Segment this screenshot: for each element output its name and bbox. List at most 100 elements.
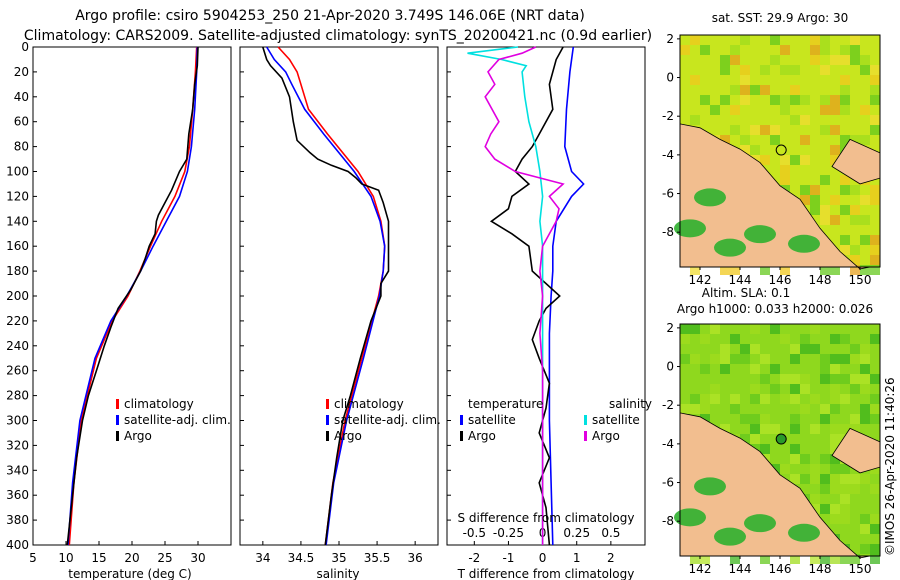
sla-map-panel: Altim. SLA: 0.1 Argo h1000: 0.033 h2000:… (662, 286, 881, 576)
map-cell (810, 324, 820, 334)
map-cell (730, 554, 740, 564)
map-cell (790, 354, 800, 364)
map-cell (720, 265, 730, 275)
map-cell (750, 414, 760, 424)
map-cell (780, 65, 790, 75)
map-cell (860, 105, 870, 115)
map-cell (850, 255, 860, 265)
map-cell (690, 394, 700, 404)
map-x-tick-label: 150 (849, 562, 872, 576)
x-tick-label: 30 (190, 551, 205, 565)
map-cell (850, 245, 860, 255)
legend-argo: Argo (124, 429, 152, 443)
map-cell (760, 65, 770, 75)
map-cell (750, 434, 760, 444)
map-cell (720, 65, 730, 75)
map-cell (850, 265, 860, 275)
salinity-xlabel: salinity (316, 567, 359, 580)
map-cell (740, 414, 750, 424)
map-cell (780, 374, 790, 384)
map-cell (830, 464, 840, 474)
map-cell (870, 185, 880, 195)
map-cell (760, 85, 770, 95)
map-cell (820, 474, 830, 484)
map-cell (870, 265, 880, 275)
map-cell (850, 205, 860, 215)
map-cell (700, 394, 710, 404)
temperature-xlabel: temperature (deg C) (68, 567, 191, 580)
y-tick-label: 60 (14, 115, 29, 129)
map-land-patch (694, 477, 726, 496)
x-tick-label: 34 (255, 551, 270, 565)
x-tick-label: -1 (502, 551, 514, 565)
map-cell (860, 215, 870, 225)
map-cell (750, 424, 760, 434)
map-cell (820, 484, 830, 494)
map-cell (840, 504, 850, 514)
map-cell (850, 474, 860, 484)
map-cell (830, 334, 840, 344)
map-land-patch (714, 527, 746, 546)
map-cell (760, 414, 770, 424)
map-x-tick-label: 142 (689, 273, 712, 287)
map-cell (870, 245, 880, 255)
map-cell (800, 334, 810, 344)
map-cell (690, 324, 700, 334)
map-cell (750, 364, 760, 374)
map-cell (860, 364, 870, 374)
map-land-patch (674, 219, 706, 238)
map-cell (850, 344, 860, 354)
map-cell (790, 374, 800, 384)
map-cell (830, 454, 840, 464)
map-cell (830, 474, 840, 484)
map-cell (740, 35, 750, 45)
legend-climatology: climatology (334, 397, 404, 411)
map-cell (820, 105, 830, 115)
map-cell (850, 35, 860, 45)
map-cell (710, 384, 720, 394)
legend-swatch-s-satellite (584, 415, 587, 425)
x-tick-label: 2 (607, 551, 615, 565)
map-cell (740, 75, 750, 85)
temperature-axes-frame (32, 46, 232, 546)
legend-swatch-climatology (326, 399, 329, 409)
map-cell (810, 464, 820, 474)
map-cell (870, 125, 880, 135)
map-cell (820, 404, 830, 414)
map-x-tick-label: 146 (769, 562, 792, 576)
map-cell (820, 45, 830, 55)
legend-swatch-climatology (116, 399, 119, 409)
map-cell (800, 95, 810, 105)
map-cell (850, 45, 860, 55)
map-cell (780, 464, 790, 474)
map-y-tick-label: 0 (666, 71, 674, 85)
argo-position-marker (775, 433, 787, 445)
map-cell (760, 265, 770, 275)
map-cell (730, 85, 740, 95)
map-land-patch (744, 514, 776, 533)
map-cell (790, 444, 800, 454)
legend-t-satellite: satellite (468, 413, 516, 427)
map-cell (680, 45, 690, 55)
map-cell (760, 554, 770, 564)
y-tick-label: 360 (6, 488, 29, 502)
map-x-tick-label: 148 (809, 273, 832, 287)
map-cell (870, 95, 880, 105)
map-cell (790, 95, 800, 105)
series-line-t-argo (489, 46, 564, 546)
y-tick-label: 200 (6, 289, 29, 303)
map-cell (730, 105, 740, 115)
y-tick-label: 320 (6, 438, 29, 452)
map-x-tick-label: 150 (849, 273, 872, 287)
map-x-tick-label: 146 (769, 273, 792, 287)
map-cell (830, 105, 840, 115)
map-cell (820, 414, 830, 424)
map-cell (780, 165, 790, 175)
map-cell (800, 374, 810, 384)
map-cell (790, 155, 800, 165)
map-cell (780, 334, 790, 344)
map-cell (760, 125, 770, 135)
map-cell (740, 135, 750, 145)
map-cell (830, 394, 840, 404)
map-y-tick-label: -8 (662, 514, 674, 528)
